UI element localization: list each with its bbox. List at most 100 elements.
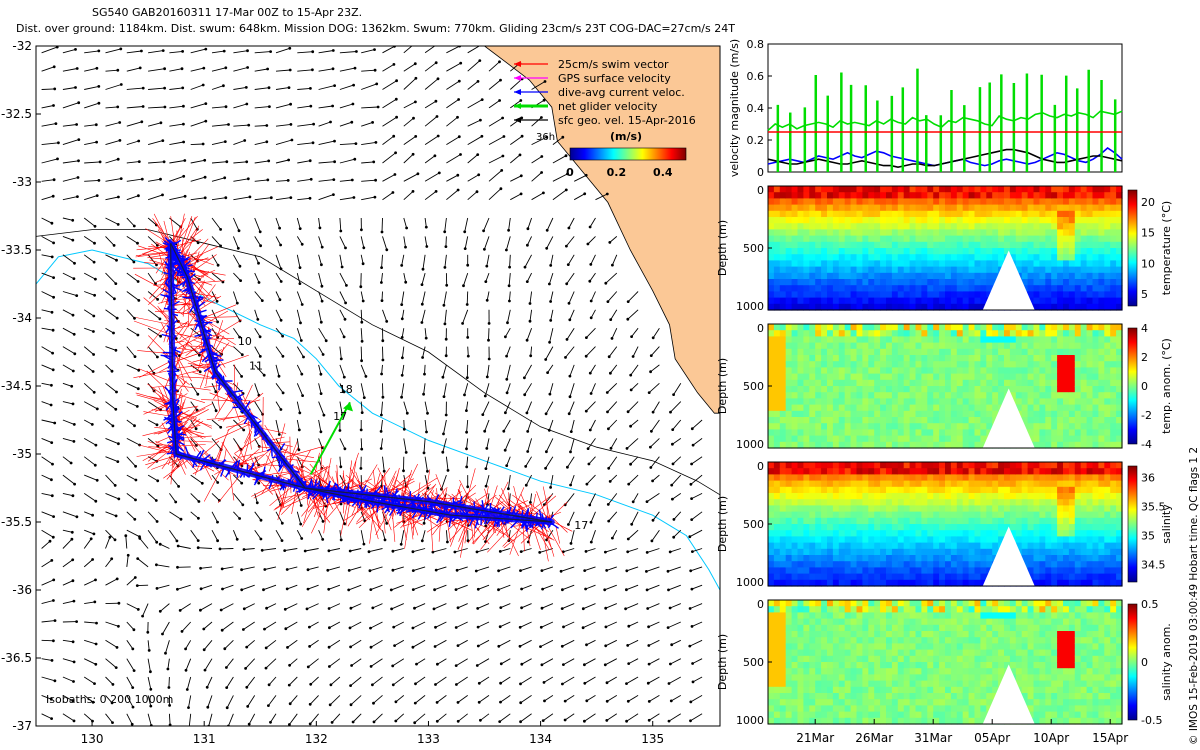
bathymetry-mask — [982, 250, 1035, 310]
depth-tick-label-1-0: 0 — [757, 322, 764, 335]
legend-arrowhead-2 — [514, 89, 521, 95]
map-clip-group: 17 17 18 10 11 Isobaths: 0 200 1000m — [36, 46, 720, 726]
velocity-panel: 0 0.2 0.4 0.6 0.8 velocity magnitude (m/s) — [728, 38, 1123, 179]
section-colorbar-tick-1-0: 4 — [1141, 322, 1148, 335]
section-colorbar-tick-2-2: 35 — [1141, 530, 1155, 543]
legend-label-4: sfc geo. vel. 15-Apr-2016 — [558, 114, 696, 127]
time-tick-label-4: 10Apr — [1033, 731, 1069, 745]
isobaths-label: Isobaths: 0 200 1000m — [46, 693, 173, 706]
velocity-ytick-label-3: 0.6 — [747, 70, 765, 83]
map-xtick-label-1: 131 — [193, 732, 216, 746]
section-colorbar-label-0: temperature (°C) — [1160, 201, 1173, 295]
legend-label-1: GPS surface velocity — [558, 72, 671, 85]
isobath-200m — [36, 249, 720, 591]
section-panel-sal: 0 500 1000 Depth (m) 36 35.5 35 34.5 salinity — [716, 460, 1173, 589]
isobath-1000m — [36, 229, 720, 496]
depth-tick-label-0-1: 500 — [743, 242, 764, 255]
depth-tick-label-1-1: 500 — [743, 380, 764, 393]
section-panel-anom: 0 500 1000 Depth (m) 4 2 0 -2 -4 temp. anom. (°C) — [716, 322, 1173, 451]
section-colorbar-tick-2-1: 35.5 — [1141, 501, 1166, 514]
map-ytick-label-5: -34.5 — [1, 379, 32, 393]
bathymetry-mask — [982, 526, 1035, 586]
map-panel: 17 17 18 10 11 Isobaths: 0 200 1000m 25cm/s sw… — [1, 39, 721, 746]
legend-arrowhead-1 — [514, 75, 521, 81]
time-tick-label-2: 31Mar — [914, 731, 952, 745]
legend-arrowhead-4 — [514, 117, 521, 123]
section-colorbar-tick-1-1: 2 — [1141, 351, 1148, 364]
gps-velocity-spikes — [776, 68, 1117, 172]
map-ytick-label-8: -36 — [12, 583, 32, 597]
legend-label-2: dive-avg current veloc. — [558, 86, 685, 99]
net-velocity-arrow — [309, 401, 351, 475]
velocity-frame — [767, 43, 1123, 173]
time-axis: 21Mar 26Mar 31Mar 05Apr 10Apr 15Apr — [796, 719, 1128, 745]
time-tick-label-1: 26Mar — [855, 731, 893, 745]
section-colorbar-tick-0-3: 5 — [1141, 288, 1148, 301]
track-label-2: 18 — [339, 383, 353, 396]
section-colorbar-0 — [1127, 189, 1138, 307]
section-colorbar-tick-1-4: -4 — [1141, 438, 1152, 451]
legend-arrowhead-3 — [514, 103, 521, 109]
bathymetry-mask — [982, 388, 1035, 448]
net-velocity-arrowhead — [342, 402, 353, 412]
depth-tick-label-3-1: 500 — [743, 656, 764, 669]
section-colorbar-tick-0-2: 10 — [1141, 257, 1155, 270]
depth-tick-label-2-0: 0 — [757, 460, 764, 473]
landmass — [483, 46, 720, 414]
colorbar — [569, 147, 687, 161]
section-colorbar-3 — [1127, 603, 1138, 721]
section-colorbar-tick-2-0: 36 — [1141, 472, 1155, 485]
map-xtick-label-0: 130 — [81, 732, 104, 746]
depth-axis-label-0: Depth (m) — [716, 220, 729, 276]
time-tick-label-0: 21Mar — [796, 731, 834, 745]
velocity-ylabel: velocity magnitude (m/s) — [728, 39, 741, 177]
glider-track — [133, 213, 573, 562]
time-tick-label-3: 05Apr — [974, 731, 1010, 745]
section-colorbar-tick-3-2: -0.5 — [1141, 714, 1162, 727]
map-ytick-label-4: -34 — [12, 311, 32, 325]
map-ytick-label-9: -36.5 — [1, 651, 32, 665]
time-tick-label-5: 15Apr — [1092, 731, 1128, 745]
depth-tick-label-1-2: 1000 — [736, 438, 764, 451]
section-panel-sanom: 0 500 1000 Depth (m) 0.5 0 -0.5 salinity anom. — [716, 598, 1173, 727]
colorbar-tick-2: 0.4 — [653, 166, 673, 179]
bathymetry-mask — [982, 664, 1035, 724]
section-colorbar-label-1: temp. anom. (°C) — [1160, 338, 1173, 434]
velocity-ytick-label-0: 0 — [757, 166, 764, 179]
depth-axis-label-1: Depth (m) — [716, 358, 729, 414]
colorbar-tick-0: 0 — [566, 166, 574, 179]
track-label-4: 11 — [249, 360, 263, 373]
track-label-0: 17 — [574, 519, 588, 532]
section-colorbar-tick-1-2: 0 — [1141, 380, 1148, 393]
section-colorbar-tick-3-0: 0.5 — [1141, 598, 1159, 611]
map-ytick-label-7: -35.5 — [1, 515, 32, 529]
depth-tick-label-0-2: 1000 — [736, 300, 764, 313]
copyright-note: © IMOS 15-Feb-2019 03:00:49 Hobart time.… — [1188, 446, 1200, 745]
depth-tick-label-3-0: 0 — [757, 598, 764, 611]
depth-axis-label-2: Depth (m) — [716, 496, 729, 552]
track-line — [170, 242, 552, 523]
colorbar-title: (m/s) — [610, 130, 642, 143]
depth-tick-label-3-2: 1000 — [736, 714, 764, 727]
map-ytick-label-0: -32 — [12, 39, 32, 53]
section-colorbar-1 — [1127, 327, 1138, 445]
track-label-3: 10 — [238, 335, 252, 348]
map-xtick-label-2: 132 — [305, 732, 328, 746]
depth-tick-label-2-1: 500 — [743, 518, 764, 531]
section-colorbar-tick-3-1: 0 — [1141, 656, 1148, 669]
section-colorbar-tick-1-3: -2 — [1141, 409, 1152, 422]
section-colorbar-tick-2-3: 34.5 — [1141, 559, 1166, 572]
section-panel-temp: 0 500 1000 Depth (m) 20 15 10 5 temperature (°C) — [716, 184, 1173, 313]
figure-title: SG540 GAB20160311 17-Mar 00Z to 15-Apr 2… — [92, 6, 363, 19]
map-xtick-label-4: 134 — [529, 732, 552, 746]
legend-label-0: 25cm/s swim vector — [558, 58, 669, 71]
legend-label-3: net glider velocity — [558, 100, 658, 113]
velocity-ytick-label-2: 0.4 — [747, 102, 765, 115]
track-label-1: 17 — [333, 410, 347, 423]
depth-tick-label-2-2: 1000 — [736, 576, 764, 589]
map-ytick-label-3: -33.5 — [1, 243, 32, 257]
section-colorbar-2 — [1127, 465, 1138, 583]
legend-36h-label: 36h — [536, 132, 555, 143]
